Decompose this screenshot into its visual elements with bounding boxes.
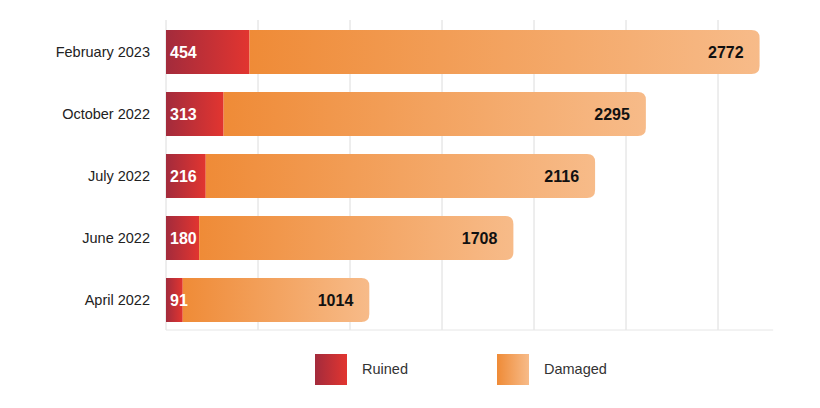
- bars: [166, 30, 760, 322]
- data-label: 91: [170, 292, 188, 309]
- legend-label: Ruined: [362, 361, 408, 377]
- data-label: 1708: [462, 230, 498, 247]
- data-label: 454: [170, 44, 197, 61]
- legend-swatch: [315, 354, 347, 385]
- data-label: 313: [170, 106, 197, 123]
- bar-segment: [199, 216, 513, 260]
- legend: Ruined Damaged: [315, 354, 607, 385]
- data-label: 180: [170, 230, 197, 247]
- chart-container: February 2023 454 2772 October 2022 313 2295 J…: [0, 0, 820, 408]
- bar-segment: [166, 30, 250, 74]
- data-label: 2116: [544, 168, 579, 185]
- bar-segment: [166, 216, 199, 260]
- category-label: July 2022: [88, 168, 150, 184]
- chart-svg: February 2023 454 2772 October 2022 313 2295 J…: [0, 0, 820, 408]
- data-label: 2295: [594, 106, 630, 123]
- category-label: February 2023: [56, 44, 150, 60]
- data-label: 216: [170, 168, 197, 185]
- labels: February 2023 454 2772 October 2022 313 2295 J…: [56, 44, 744, 309]
- legend-label: Damaged: [544, 361, 607, 377]
- category-label: June 2022: [82, 230, 150, 246]
- bar-segment: [224, 92, 646, 136]
- data-label: 2772: [708, 44, 744, 61]
- x-axis-line: [166, 330, 773, 331]
- bar-segment: [183, 278, 370, 322]
- bar-segment: [206, 154, 595, 198]
- bar-segment: [166, 154, 206, 198]
- bar-segment: [250, 30, 760, 74]
- data-label: 1014: [318, 292, 354, 309]
- legend-swatch: [497, 354, 529, 385]
- bar-segment: [166, 92, 224, 136]
- category-label: October 2022: [62, 106, 150, 122]
- category-label: April 2022: [85, 292, 150, 308]
